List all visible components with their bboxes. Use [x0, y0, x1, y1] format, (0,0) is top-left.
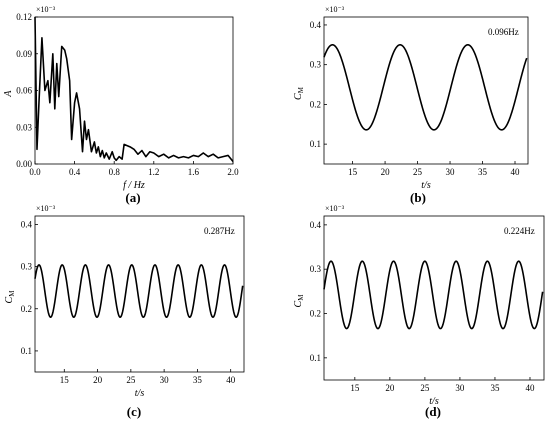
y-tick-label: 0.2	[310, 309, 321, 319]
x-tick-label: 25	[420, 383, 430, 393]
x-tick-label: 2.0	[227, 167, 239, 177]
y-axis-label-sub: M	[8, 290, 16, 297]
y-axis-label: CM	[293, 86, 305, 100]
y-axis-label-main: C	[293, 300, 304, 307]
x-tick-label: 30	[160, 375, 170, 385]
panel-label: (c)	[127, 404, 141, 419]
y-tick-label: 0.3	[310, 264, 322, 274]
x-tick-label: 20	[93, 375, 103, 385]
y-axis-label-main: C	[293, 93, 304, 100]
series-line	[323, 44, 528, 131]
x-tick-label: 20	[381, 167, 391, 177]
y-axis-label: A	[3, 90, 14, 98]
panel-label: (b)	[410, 190, 426, 205]
y-axis-label: CM	[4, 290, 16, 304]
y-multiplier: ×10⁻³	[36, 5, 56, 14]
plot-frame	[34, 16, 234, 165]
x-tick-label: 25	[413, 167, 423, 177]
series-line	[34, 16, 234, 163]
y-axis-label: CM	[293, 294, 305, 308]
frequency-annotation: 0.287Hz	[204, 226, 235, 236]
x-tick-label: 30	[455, 383, 465, 393]
y-tick-label: 0.1	[310, 353, 321, 363]
y-tick-label: 0.3	[310, 60, 322, 70]
y-tick-label: 0.09	[16, 49, 32, 59]
x-axis-label: f / Hz	[123, 180, 145, 191]
x-tick-label: 1.6	[188, 167, 200, 177]
chart-a: 0.0 0.4 0.8 1.2 1.6 2.0 0.00 0.03 0.06 0.09 0.12 ×1…	[3, 5, 239, 205]
y-multiplier: ×10⁻³	[325, 204, 345, 213]
y-tick-label: 0.1	[21, 346, 32, 356]
x-tick-label: 25	[126, 375, 136, 385]
panel-label: (a)	[125, 190, 140, 205]
y-tick-label: 0.2	[21, 304, 32, 314]
x-tick-label: 1.2	[148, 167, 159, 177]
x-axis-label: t/s	[421, 180, 431, 191]
y-tick-label: 0.4	[310, 220, 322, 230]
y-tick-label: 0.2	[310, 99, 321, 109]
chart-b: 15 20 25 30 35 40 0.1 0.2 0.3 0.4×10⁻³ t/s CM 0.096H…	[293, 5, 529, 205]
x-tick-label: 35	[490, 383, 500, 393]
x-tick-label: 0.0	[29, 167, 41, 177]
plot-frame	[323, 215, 545, 381]
plot-frame	[34, 215, 245, 373]
x-tick-label: 40	[525, 383, 535, 393]
plot-frame	[323, 16, 529, 165]
y-multiplier: ×10⁻³	[36, 204, 56, 213]
panel-label: (d)	[425, 404, 441, 419]
y-multiplier: ×10⁻³	[325, 5, 345, 14]
x-tick-label: 0.8	[109, 167, 121, 177]
x-tick-label: 15	[60, 375, 70, 385]
frequency-annotation: 0.224Hz	[504, 226, 535, 236]
y-tick-label: 0.4	[21, 219, 33, 229]
series-line	[34, 264, 244, 318]
chart-c: 15 20 25 30 35 40 0.1 0.2 0.3 0.4×10⁻³ t/s CM 0.287H…	[4, 204, 245, 419]
y-tick-label: 0.3	[21, 262, 33, 272]
x-tick-label: 15	[348, 167, 358, 177]
y-tick-label: 0.12	[16, 12, 32, 22]
frequency-annotation: 0.096Hz	[488, 27, 519, 37]
y-tick-label: 0.00	[16, 159, 32, 169]
x-axis-label: t/s	[429, 396, 439, 407]
x-axis-label: t/s	[135, 388, 145, 399]
y-axis-label-main: C	[4, 296, 15, 303]
x-tick-label: 40	[511, 167, 521, 177]
y-axis-label-sub: M	[297, 294, 305, 301]
x-tick-label: 15	[350, 383, 360, 393]
y-tick-label: 0.03	[16, 122, 32, 132]
chart-d: 15 20 25 30 35 40 0.1 0.2 0.3 0.4×10⁻³ t/s CM 0.224H…	[293, 204, 545, 419]
series-line	[323, 260, 544, 330]
x-tick-label: 0.4	[69, 167, 81, 177]
x-tick-label: 30	[446, 167, 456, 177]
x-tick-label: 35	[193, 375, 203, 385]
x-tick-label: 35	[478, 167, 488, 177]
y-tick-label: 0.06	[16, 86, 32, 96]
y-tick-label: 0.1	[310, 139, 321, 149]
y-tick-label: 0.4	[310, 20, 322, 30]
y-axis-label-sub: M	[297, 86, 305, 93]
x-tick-label: 20	[385, 383, 395, 393]
x-tick-label: 40	[226, 375, 236, 385]
